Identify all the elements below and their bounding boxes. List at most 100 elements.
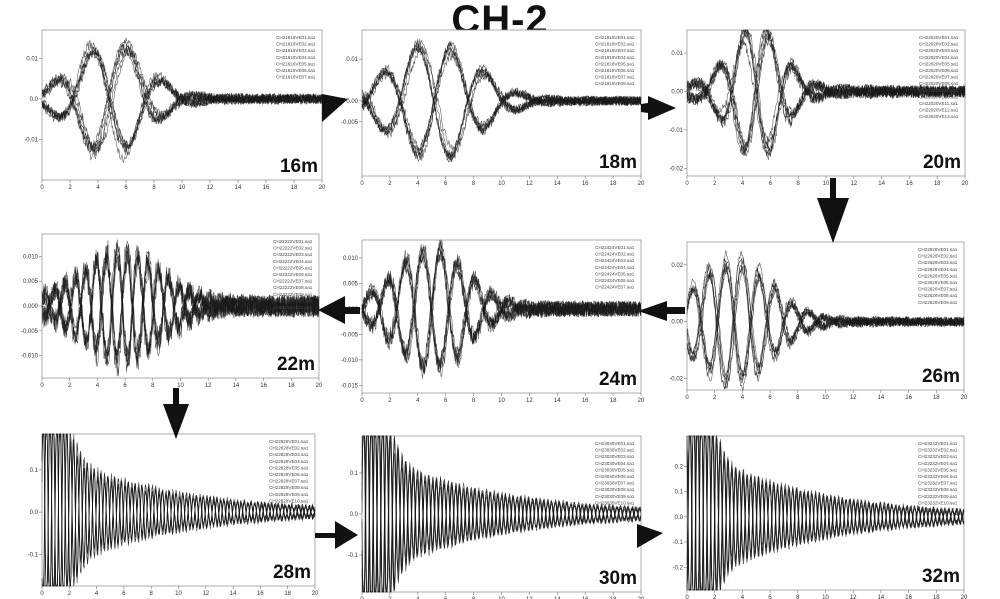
arrow-right-16-18 bbox=[322, 94, 348, 122]
legend-entry: CH23232VE08.sa1 bbox=[918, 487, 958, 492]
legend-entry: CH22222VE08.sa1 bbox=[273, 285, 313, 290]
y-tick-label: 0.1 bbox=[675, 490, 684, 496]
x-tick-label: 20 bbox=[961, 595, 968, 599]
seismic-trace bbox=[361, 251, 642, 370]
y-tick-label: 0.02 bbox=[671, 263, 683, 269]
legend-entry: CH21616VE03.sa1 bbox=[276, 48, 316, 53]
x-tick-label: 14 bbox=[230, 591, 237, 597]
x-tick-label: 10 bbox=[823, 181, 830, 187]
legend-entry: CH21818VE04.sa1 bbox=[595, 55, 635, 60]
trace-group bbox=[686, 250, 965, 391]
seismogram-panel-16m: 0 2 4 6 8 10 12 14 16 18 20 0.01 0.0 -0.01 CH21616VE01… bbox=[24, 29, 326, 191]
legend-entry: CH22828VE07.sa1 bbox=[269, 479, 309, 484]
legend-entry: CH21818VE01.sa1 bbox=[595, 35, 635, 40]
x-tick-label: 12 bbox=[850, 395, 857, 401]
arrow-left-22-24 bbox=[638, 301, 685, 321]
x-tick-label: 0 bbox=[40, 185, 44, 191]
x-tick-label: 12 bbox=[526, 181, 533, 187]
trace-group bbox=[361, 239, 642, 379]
y-tick-label: 0.01 bbox=[346, 57, 358, 63]
seismic-trace bbox=[41, 433, 316, 587]
legend-entry: CH22222VE05.sa1 bbox=[273, 265, 313, 270]
x-tick-label: 18 bbox=[933, 595, 940, 599]
trace-group bbox=[361, 435, 642, 593]
x-tick-label: 16 bbox=[263, 185, 270, 191]
seismic-trace bbox=[361, 435, 642, 593]
y-tick-label: -0.005 bbox=[341, 332, 359, 338]
x-tick-label: 6 bbox=[444, 181, 448, 187]
x-tick-label: 20 bbox=[316, 383, 323, 389]
y-tick-label: 0.0 bbox=[30, 97, 39, 103]
seismic-trace bbox=[686, 31, 966, 147]
x-tick-label: 0 bbox=[40, 591, 44, 597]
legend-entry: CH22020VE08.sa1 bbox=[919, 81, 959, 86]
seismic-trace bbox=[42, 433, 316, 587]
legend-entry: CH22020VE07.sa1 bbox=[919, 75, 959, 80]
arrow-right-30-32 bbox=[637, 524, 663, 548]
y-tick-label: -0.1 bbox=[28, 552, 39, 558]
y-tick-label: 0.1 bbox=[350, 471, 359, 477]
seismic-trace bbox=[686, 435, 965, 591]
y-tick-label: -0.005 bbox=[341, 120, 359, 126]
legend-entry: CH22020VE06.sa1 bbox=[919, 68, 959, 73]
x-tick-label: 16 bbox=[905, 595, 912, 599]
x-tick-label: 14 bbox=[554, 398, 561, 404]
x-tick-label: 12 bbox=[850, 181, 857, 187]
seismogram-panel-30m: 0 2 4 6 8 10 12 14 16 18 20 0.1 0.0 -0.1 CH23030VE01.s… bbox=[348, 435, 645, 599]
legend-entry: CH22222VE09.sa1 bbox=[273, 292, 313, 297]
y-tick-label: 0.0 bbox=[675, 515, 684, 521]
x-tick-label: 0 bbox=[360, 398, 364, 404]
seismic-trace bbox=[686, 29, 966, 156]
x-tick-label: 2 bbox=[388, 597, 392, 599]
x-tick-label: 16 bbox=[582, 597, 589, 599]
x-tick-label: 18 bbox=[291, 185, 298, 191]
legend-entry: CH23030VE10.sa1 bbox=[595, 500, 635, 505]
y-tick-label: -0.1 bbox=[673, 540, 684, 546]
x-tick-label: 10 bbox=[175, 591, 182, 597]
seismogram-panel-28m: 0 2 4 6 8 10 12 14 16 18 20 0.1 0.0 -0.1 CH22828VE01.s… bbox=[28, 433, 319, 597]
x-tick-label: 14 bbox=[878, 181, 885, 187]
x-tick-label: 16 bbox=[260, 383, 267, 389]
x-tick-label: 14 bbox=[878, 395, 885, 401]
x-tick-label: 6 bbox=[444, 597, 448, 599]
x-tick-label: 14 bbox=[554, 181, 561, 187]
y-tick-label: 0.00 bbox=[346, 99, 358, 105]
legend-entry: CH22020VE03.sa1 bbox=[919, 48, 959, 53]
legend-entry: CH22020VE11.sa1 bbox=[919, 101, 958, 106]
legend-entry: CH21818VE07.sa1 bbox=[595, 75, 635, 80]
legend-entry: CH22424VE02.sa1 bbox=[595, 252, 635, 257]
seismic-trace bbox=[686, 435, 965, 591]
trace-group bbox=[686, 29, 966, 160]
x-tick-label: 2 bbox=[713, 595, 717, 599]
y-tick-label: 0.000 bbox=[23, 304, 39, 310]
legend-entry: CH23232VE06.sa1 bbox=[918, 474, 958, 479]
legend-entry: CH22828VE01.sa1 bbox=[269, 439, 309, 444]
legend-entry: CH23232VE10.sa1 bbox=[918, 500, 958, 505]
distance-label: 20m bbox=[923, 152, 961, 173]
legend-entry: CH21818VE03.sa1 bbox=[595, 48, 635, 53]
x-tick-label: 0 bbox=[685, 181, 689, 187]
x-tick-label: 18 bbox=[933, 395, 940, 401]
x-tick-label: 4 bbox=[95, 591, 99, 597]
seismic-trace bbox=[686, 39, 966, 149]
x-tick-label: 20 bbox=[638, 398, 645, 404]
distance-label: 32m bbox=[922, 566, 960, 587]
x-tick-label: 8 bbox=[472, 181, 476, 187]
x-tick-label: 8 bbox=[472, 597, 476, 599]
x-tick-label: 12 bbox=[205, 383, 212, 389]
x-tick-label: 10 bbox=[179, 185, 186, 191]
x-tick-label: 16 bbox=[582, 181, 589, 187]
distance-label: 18m bbox=[599, 152, 637, 173]
y-tick-label: -0.015 bbox=[341, 383, 359, 389]
distance-label: 24m bbox=[599, 369, 637, 390]
legend-entry: CH22222VE10.sa1 bbox=[273, 298, 313, 303]
x-tick-label: 4 bbox=[741, 181, 745, 187]
legend-entry: CH22828VE05.sa1 bbox=[269, 465, 309, 470]
legend-entry: CH22222VE06.sa1 bbox=[273, 272, 313, 277]
legend-entry: CH22626VE06.sa1 bbox=[918, 280, 958, 285]
y-tick-label: 0.01 bbox=[671, 51, 683, 57]
legend-entry: CH22626VE02.sa1 bbox=[918, 254, 958, 259]
distance-label: 22m bbox=[277, 354, 315, 375]
x-tick-label: 12 bbox=[526, 597, 533, 599]
